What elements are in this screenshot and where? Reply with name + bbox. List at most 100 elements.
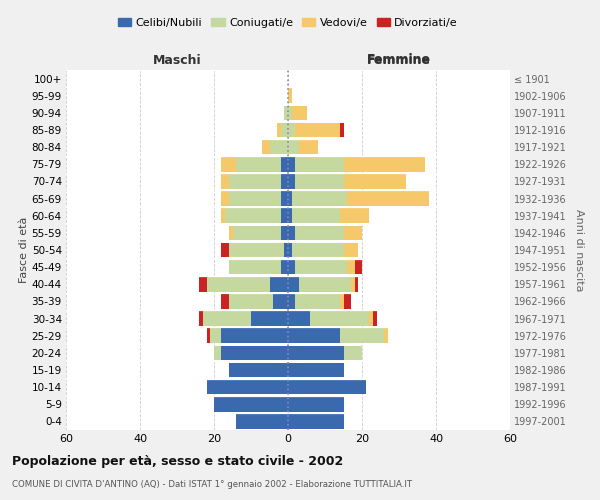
Bar — [225, 208, 281, 223]
Bar — [295, 157, 343, 172]
Bar — [269, 277, 288, 291]
Bar — [236, 157, 281, 172]
Bar — [288, 88, 292, 103]
Bar — [343, 346, 362, 360]
Bar — [229, 192, 281, 206]
Bar — [221, 192, 229, 206]
Bar — [292, 208, 340, 223]
Bar — [288, 192, 292, 206]
Y-axis label: Anni di nascita: Anni di nascita — [574, 209, 584, 291]
Bar — [295, 260, 347, 274]
Bar — [288, 226, 295, 240]
Bar — [288, 414, 343, 428]
Legend: Celibi/Nubili, Coniugati/e, Vedovi/e, Divorziati/e: Celibi/Nubili, Coniugati/e, Vedovi/e, Di… — [118, 18, 458, 28]
Text: Femmine: Femmine — [367, 54, 431, 66]
Bar — [281, 122, 288, 138]
Bar — [288, 260, 295, 274]
Bar — [343, 226, 362, 240]
Bar — [221, 208, 225, 223]
Bar — [284, 106, 288, 120]
Bar — [295, 174, 343, 188]
Bar — [281, 208, 288, 223]
Bar — [199, 277, 206, 291]
Bar — [292, 192, 347, 206]
Text: Popolazione per età, sesso e stato civile - 2002: Popolazione per età, sesso e stato civil… — [12, 455, 343, 468]
Bar — [229, 226, 233, 240]
Bar — [251, 312, 288, 326]
Bar — [277, 122, 281, 138]
Bar — [295, 122, 340, 138]
Bar — [288, 242, 292, 258]
Bar — [262, 140, 269, 154]
Bar — [229, 260, 281, 274]
Bar — [288, 277, 299, 291]
Bar — [281, 260, 288, 274]
Bar — [288, 140, 299, 154]
Bar — [292, 106, 307, 120]
Bar — [370, 312, 373, 326]
Bar — [229, 294, 273, 308]
Y-axis label: Fasce di età: Fasce di età — [19, 217, 29, 283]
Bar — [221, 242, 229, 258]
Text: Femmine: Femmine — [367, 54, 431, 66]
Bar — [288, 122, 295, 138]
Bar — [355, 277, 358, 291]
Bar — [288, 208, 292, 223]
Bar — [199, 312, 203, 326]
Bar — [229, 362, 288, 378]
Bar — [288, 157, 295, 172]
Bar — [221, 157, 236, 172]
Bar — [221, 294, 229, 308]
Bar — [273, 294, 288, 308]
Bar — [210, 328, 221, 343]
Bar — [340, 328, 384, 343]
Bar — [343, 294, 351, 308]
Bar — [281, 157, 288, 172]
Bar — [343, 242, 358, 258]
Bar — [206, 380, 288, 394]
Bar — [299, 277, 351, 291]
Bar — [340, 208, 370, 223]
Bar — [214, 346, 221, 360]
Bar — [206, 277, 269, 291]
Bar — [281, 174, 288, 188]
Bar — [343, 174, 406, 188]
Bar — [299, 140, 317, 154]
Bar — [343, 157, 425, 172]
Text: Maschi: Maschi — [152, 54, 202, 66]
Bar — [221, 328, 288, 343]
Bar — [203, 312, 251, 326]
Bar — [206, 328, 210, 343]
Bar — [355, 260, 362, 274]
Bar — [288, 346, 343, 360]
Bar — [288, 362, 343, 378]
Bar — [288, 106, 292, 120]
Bar — [288, 328, 340, 343]
Bar — [340, 294, 343, 308]
Bar — [384, 328, 388, 343]
Bar — [281, 226, 288, 240]
Bar — [229, 242, 284, 258]
Bar — [214, 397, 288, 411]
Text: COMUNE DI CIVITA D'ANTINO (AQ) - Dati ISTAT 1° gennaio 2002 - Elaborazione TUTTI: COMUNE DI CIVITA D'ANTINO (AQ) - Dati IS… — [12, 480, 412, 489]
Bar — [347, 260, 355, 274]
Bar — [233, 226, 281, 240]
Bar — [295, 226, 343, 240]
Bar — [295, 294, 340, 308]
Bar — [310, 312, 370, 326]
Bar — [288, 380, 366, 394]
Bar — [288, 312, 310, 326]
Bar — [373, 312, 377, 326]
Bar — [288, 294, 295, 308]
Bar — [281, 192, 288, 206]
Bar — [340, 122, 343, 138]
Bar — [288, 397, 343, 411]
Bar — [269, 140, 288, 154]
Bar — [351, 277, 355, 291]
Bar — [221, 174, 229, 188]
Bar — [229, 174, 281, 188]
Bar — [236, 414, 288, 428]
Bar — [221, 346, 288, 360]
Bar — [292, 242, 343, 258]
Bar — [347, 192, 428, 206]
